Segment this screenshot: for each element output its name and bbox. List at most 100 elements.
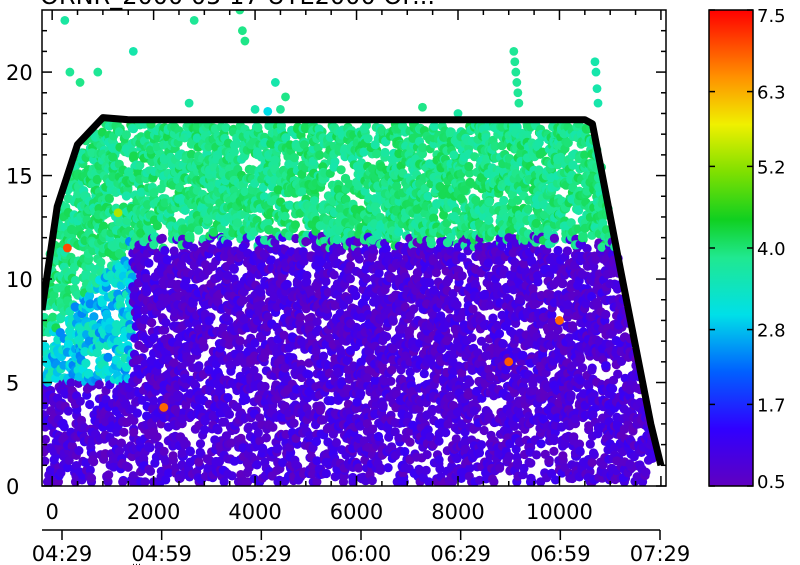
- data-point: [119, 427, 129, 437]
- data-point: [194, 225, 204, 235]
- data-point: [136, 187, 146, 197]
- data-point: [372, 149, 382, 159]
- data-point: [386, 376, 396, 386]
- data-point: [94, 380, 104, 390]
- data-point: [289, 418, 299, 428]
- data-point: [144, 258, 154, 268]
- data-point: [114, 249, 124, 259]
- data-point: [70, 275, 80, 286]
- data-point: [150, 458, 160, 468]
- data-point: [101, 394, 111, 404]
- data-point: [168, 451, 178, 461]
- data-point: [149, 396, 159, 406]
- data-point: [42, 341, 50, 352]
- data-point: [129, 151, 139, 161]
- data-point: [351, 290, 361, 301]
- data-point: [62, 463, 73, 473]
- data-point: [176, 260, 187, 270]
- data-point: [56, 468, 66, 478]
- data-point: [42, 456, 50, 466]
- data-point: [174, 182, 185, 193]
- data-point: [160, 325, 170, 335]
- data-point: [49, 290, 59, 300]
- data-point: [160, 245, 170, 256]
- data-point: [142, 200, 153, 210]
- data-point: [185, 232, 195, 242]
- data-point: [95, 341, 105, 351]
- data-point: [84, 291, 95, 301]
- data-point: [180, 205, 190, 215]
- data-point: [149, 188, 159, 198]
- data-point: [74, 372, 84, 382]
- data-point: [89, 312, 99, 322]
- data-point: [363, 134, 373, 144]
- data-point: [152, 432, 162, 442]
- data-point: [422, 450, 432, 460]
- data-point: [238, 396, 248, 406]
- data-point: [161, 318, 171, 328]
- data-point: [321, 468, 331, 479]
- data-point: [397, 476, 408, 486]
- data-point: [122, 461, 132, 471]
- data-point: [85, 399, 95, 410]
- data-point: [387, 365, 397, 375]
- data-point: [268, 422, 278, 432]
- data-point: [354, 463, 364, 473]
- data-point: [318, 351, 329, 361]
- data-point: [152, 221, 162, 231]
- data-point: [121, 130, 131, 140]
- data-point: [378, 401, 388, 411]
- data-point: [253, 428, 263, 438]
- data-point: [383, 463, 393, 473]
- data-point: [89, 457, 99, 467]
- data-point: [96, 257, 106, 267]
- data-point: [162, 255, 172, 265]
- data-point: [194, 457, 204, 467]
- data-point: [92, 348, 102, 358]
- data-point: [253, 122, 263, 133]
- data-point: [352, 397, 362, 407]
- data-point: [312, 317, 322, 327]
- data-point: [127, 451, 137, 462]
- data-point: [67, 441, 77, 451]
- data-point: [370, 202, 380, 212]
- data-point: [42, 434, 50, 445]
- data-point: [85, 299, 95, 309]
- data-point: [388, 315, 398, 325]
- data-point: [132, 408, 142, 418]
- data-point: [122, 362, 132, 372]
- data-point: [149, 333, 159, 343]
- data-point: [345, 274, 355, 284]
- data-point: [301, 237, 311, 247]
- data-point: [229, 147, 239, 157]
- data-point: [86, 473, 97, 483]
- data-point: [189, 243, 199, 253]
- data-point: [161, 475, 171, 485]
- data-point: [140, 477, 150, 486]
- data-point: [135, 160, 145, 170]
- data-point: [321, 276, 331, 287]
- data-point: [147, 318, 157, 328]
- data-point: [139, 454, 149, 464]
- data-point: [270, 155, 280, 165]
- data-point: [405, 437, 415, 447]
- data-point: [204, 365, 214, 375]
- data-point: [66, 378, 76, 388]
- data-point: [164, 468, 174, 478]
- data-point: [204, 316, 214, 326]
- data-point: [382, 332, 392, 342]
- data-point: [329, 270, 339, 280]
- data-point: [114, 446, 125, 456]
- data-point: [315, 405, 325, 415]
- data-point: [75, 396, 85, 406]
- data-point: [103, 352, 113, 362]
- data-point: [290, 220, 300, 230]
- data-point: [213, 425, 223, 435]
- data-point: [129, 427, 139, 437]
- chart-title: ORNR_2000 05 17 UTE2000 OF...: [40, 0, 435, 10]
- data-point: [108, 152, 118, 162]
- data-point: [201, 260, 211, 270]
- data-point: [114, 127, 124, 137]
- data-point: [359, 124, 369, 134]
- data-point: [185, 446, 195, 456]
